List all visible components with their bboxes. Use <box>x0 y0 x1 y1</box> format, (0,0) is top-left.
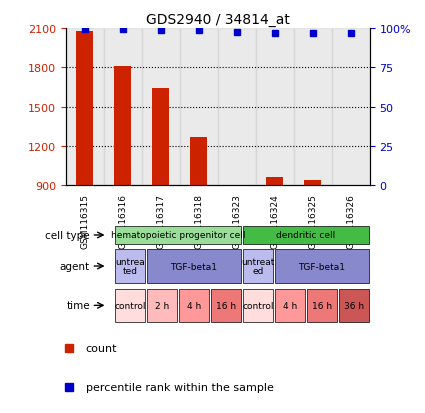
Text: 4 h: 4 h <box>283 301 297 310</box>
Bar <box>218 29 256 186</box>
Text: 36 h: 36 h <box>344 301 364 310</box>
Text: hematopoietic progenitor cell: hematopoietic progenitor cell <box>110 231 245 240</box>
FancyBboxPatch shape <box>339 289 369 322</box>
Text: untrea
ted: untrea ted <box>115 257 145 276</box>
Text: 16 h: 16 h <box>312 301 332 310</box>
Bar <box>332 29 370 186</box>
FancyBboxPatch shape <box>275 249 369 283</box>
FancyBboxPatch shape <box>243 289 273 322</box>
Bar <box>152 89 170 186</box>
Bar <box>304 180 321 186</box>
FancyBboxPatch shape <box>147 289 177 322</box>
Text: untreat
ed: untreat ed <box>241 257 275 276</box>
Text: 4 h: 4 h <box>187 301 201 310</box>
FancyBboxPatch shape <box>115 226 241 244</box>
Text: percentile rank within the sample: percentile rank within the sample <box>85 382 274 392</box>
Bar <box>114 67 131 186</box>
FancyBboxPatch shape <box>147 249 241 283</box>
Bar <box>190 138 207 186</box>
FancyBboxPatch shape <box>115 289 145 322</box>
Bar <box>66 29 104 186</box>
FancyBboxPatch shape <box>307 289 337 322</box>
Bar <box>142 29 180 186</box>
Text: dendritic cell: dendritic cell <box>276 231 335 240</box>
Bar <box>342 186 359 190</box>
Title: GDS2940 / 34814_at: GDS2940 / 34814_at <box>146 12 290 26</box>
Text: TGF-beta1: TGF-beta1 <box>298 262 345 271</box>
Text: time: time <box>66 301 90 311</box>
FancyBboxPatch shape <box>275 289 305 322</box>
Bar <box>266 178 283 186</box>
FancyBboxPatch shape <box>211 289 241 322</box>
FancyBboxPatch shape <box>179 289 209 322</box>
Text: 16 h: 16 h <box>216 301 236 310</box>
FancyBboxPatch shape <box>243 249 273 283</box>
Text: control: control <box>114 301 146 310</box>
Bar <box>180 29 218 186</box>
Text: control: control <box>242 301 274 310</box>
Text: TGF-beta1: TGF-beta1 <box>170 262 217 271</box>
Text: agent: agent <box>60 261 90 271</box>
FancyBboxPatch shape <box>243 226 369 244</box>
Bar <box>256 29 294 186</box>
Bar <box>294 29 332 186</box>
Text: 2 h: 2 h <box>155 301 169 310</box>
Text: count: count <box>85 344 117 354</box>
Bar <box>76 31 94 186</box>
Text: cell type: cell type <box>45 230 90 240</box>
FancyBboxPatch shape <box>115 249 145 283</box>
Bar <box>228 186 245 190</box>
Bar <box>104 29 142 186</box>
